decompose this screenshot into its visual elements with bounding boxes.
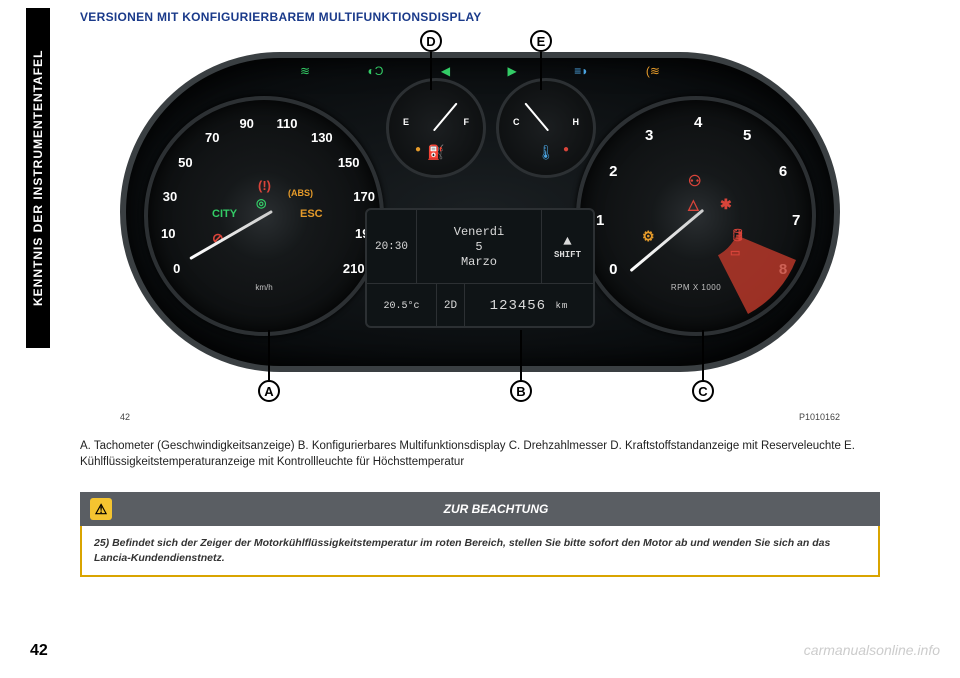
speedo-tick: 70 (205, 130, 219, 145)
mfd-odometer: 123456 km (465, 284, 593, 328)
notice-title: ZUR BEACHTUNG (122, 502, 870, 516)
callout-d: D (420, 30, 442, 52)
temp-needle (524, 103, 549, 132)
speedo-tick: 110 (277, 116, 298, 131)
abs-icon: (ABS) (288, 188, 313, 198)
callout-line (540, 52, 542, 90)
warning-icon: ⚠ (90, 498, 112, 520)
shift-up-icon: ▲ (563, 234, 571, 250)
city-lamp: CITY (212, 208, 237, 220)
speedo-tick: 50 (178, 155, 192, 170)
callout-b: B (510, 380, 532, 402)
fog-front-icon: ≋ (300, 64, 310, 78)
mfd-top-row: 20:30 Venerdi 5 Marzo ▲ SHIFT (367, 210, 593, 284)
high-beam-icon: ≡◗ (574, 64, 588, 78)
fuel-gauge: E F ⛽ ● (386, 78, 486, 178)
watermark: carmanualsonline.info (804, 642, 940, 658)
speedo-tick: 0 (173, 261, 180, 276)
sidebar-label: KENNTNIS DER INSTRUMENTENTAFEL (31, 50, 45, 306)
odo-value: 123456 (490, 298, 546, 314)
mfd-month: Marzo (461, 255, 497, 269)
callout-a: A (258, 380, 280, 402)
figure-number: 42 (120, 412, 130, 422)
page-number: 42 (30, 642, 48, 660)
odo-unit: km (556, 301, 569, 311)
hazard-icon: △ (688, 196, 699, 213)
tacho-unit: RPM X 1000 (671, 283, 721, 292)
legend-text: A. Tachometer (Geschwindigkeitsanzeige) … (80, 438, 880, 470)
figure-ref: P1010162 (799, 412, 840, 422)
callout-line (520, 330, 522, 382)
park-brake-icon: (!) (258, 178, 271, 193)
oil-icon: 🛢 (730, 228, 745, 242)
seatbelt-icon: ⚇ (688, 172, 701, 190)
speedo-tick: 170 (353, 189, 375, 204)
callout-line (268, 330, 270, 382)
indicator-strip: ≋ ◐Ɔ ◀ ▶ ≡◗ (≋ (290, 64, 670, 78)
notice-box: ⚠ ZUR BEACHTUNG 25) Befindet sich der Ze… (80, 492, 880, 577)
drive-mode: D (451, 300, 458, 312)
temp-warn-icon: ● (563, 144, 569, 155)
temp-gauge: C H 🌡 ● (496, 78, 596, 178)
speedo-tick: 130 (311, 130, 333, 145)
battery-icon: ▭ (730, 246, 740, 259)
fuel-needle (433, 103, 458, 132)
notice-header: ⚠ ZUR BEACHTUNG (80, 492, 880, 526)
shift-label: SHIFT (554, 250, 581, 260)
mfd-gear: 2D (437, 284, 465, 328)
speedo-tick: 10 (161, 226, 175, 241)
gear-num: 2 (444, 300, 451, 312)
mfd-date: Venerdi 5 Marzo (417, 210, 541, 283)
callout-line (430, 52, 432, 90)
sidebar-section-tab: KENNTNIS DER INSTRUMENTENTAFEL (26, 8, 50, 348)
speedo-unit: km/h (255, 283, 272, 292)
speedo-tick: 210 (343, 261, 365, 276)
temp-hot-label: H (573, 117, 580, 127)
page-title: VERSIONEN MIT KONFIGURIERBAREM MULTIFUNK… (80, 10, 482, 24)
mfd-shift: ▲ SHIFT (541, 210, 593, 283)
fuel-pump-icon: ⛽ (427, 144, 444, 161)
fuel-empty-label: E (403, 117, 409, 127)
speedo-tick: 150 (338, 155, 360, 170)
notice-body: 25) Befindet sich der Zeiger der Motorkü… (80, 526, 880, 577)
fog-rear-icon: (≋ (646, 64, 660, 78)
fuel-full-label: F (464, 117, 470, 127)
mfd-ext-temp: 20.5°c (367, 284, 437, 328)
speedo-tick: 30 (163, 189, 177, 204)
turn-right-icon: ▶ (508, 64, 517, 78)
callout-c: C (692, 380, 714, 402)
tachometer: 012345678 ⚇ ✱ ⚙ 🛢 ▭ △ RPM X 1000 (576, 96, 816, 336)
coolant-icon: 🌡 (537, 144, 555, 161)
mfd-weekday: Venerdi (454, 225, 504, 239)
temp-cold-label: C (513, 117, 520, 127)
mfd-day: 5 (475, 240, 482, 254)
cluster-figure: D E ≋ ◐Ɔ ◀ ▶ ≡◗ (≋ 0 10 30 50 70 90 110 130 150 1… (120, 30, 840, 410)
check-engine-icon: ⚙ (642, 228, 655, 245)
lights-icon: ◐Ɔ (368, 64, 384, 78)
callout-e: E (530, 30, 552, 52)
airbag-icon: ✱ (720, 196, 732, 213)
cruise-icon: ◎ (256, 196, 266, 210)
mfd-clock: 20:30 (367, 210, 417, 283)
turn-left-icon: ◀ (441, 64, 450, 78)
fuel-reserve-icon: ● (415, 144, 421, 155)
speedo-tick: 90 (239, 116, 253, 131)
instrument-cluster: ≋ ◐Ɔ ◀ ▶ ≡◗ (≋ 0103050709011013015017019… (120, 52, 840, 372)
mfd-bottom-row: 20.5°c 2D 123456 km (367, 284, 593, 328)
figure-caption: 42 P1010162 (120, 412, 840, 422)
multifunction-display: 20:30 Venerdi 5 Marzo ▲ SHIFT 20.5°c 2D … (365, 208, 595, 328)
esc-lamp: ESC (300, 208, 323, 220)
speedometer: 01030507090110130150170190210 CITY ESC (… (144, 96, 384, 336)
callout-line (702, 330, 704, 382)
